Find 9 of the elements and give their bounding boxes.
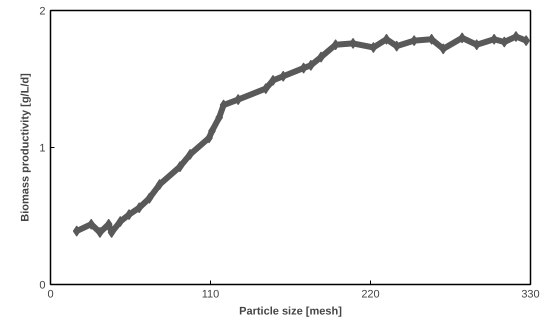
x-axis-title: Particle size [mesh] [239,306,342,318]
y-tick-label: 0 [39,280,46,292]
x-tick-label: 220 [361,288,380,300]
x-tick-label: 330 [521,288,540,300]
x-tick-label: 110 [202,288,220,300]
x-tick-label: 0 [47,288,54,300]
y-tick-label: 2 [39,6,46,18]
y-tick-label: 1 [39,142,46,154]
y-axis-title: Biomass productivity [g/L/d] [19,72,32,222]
